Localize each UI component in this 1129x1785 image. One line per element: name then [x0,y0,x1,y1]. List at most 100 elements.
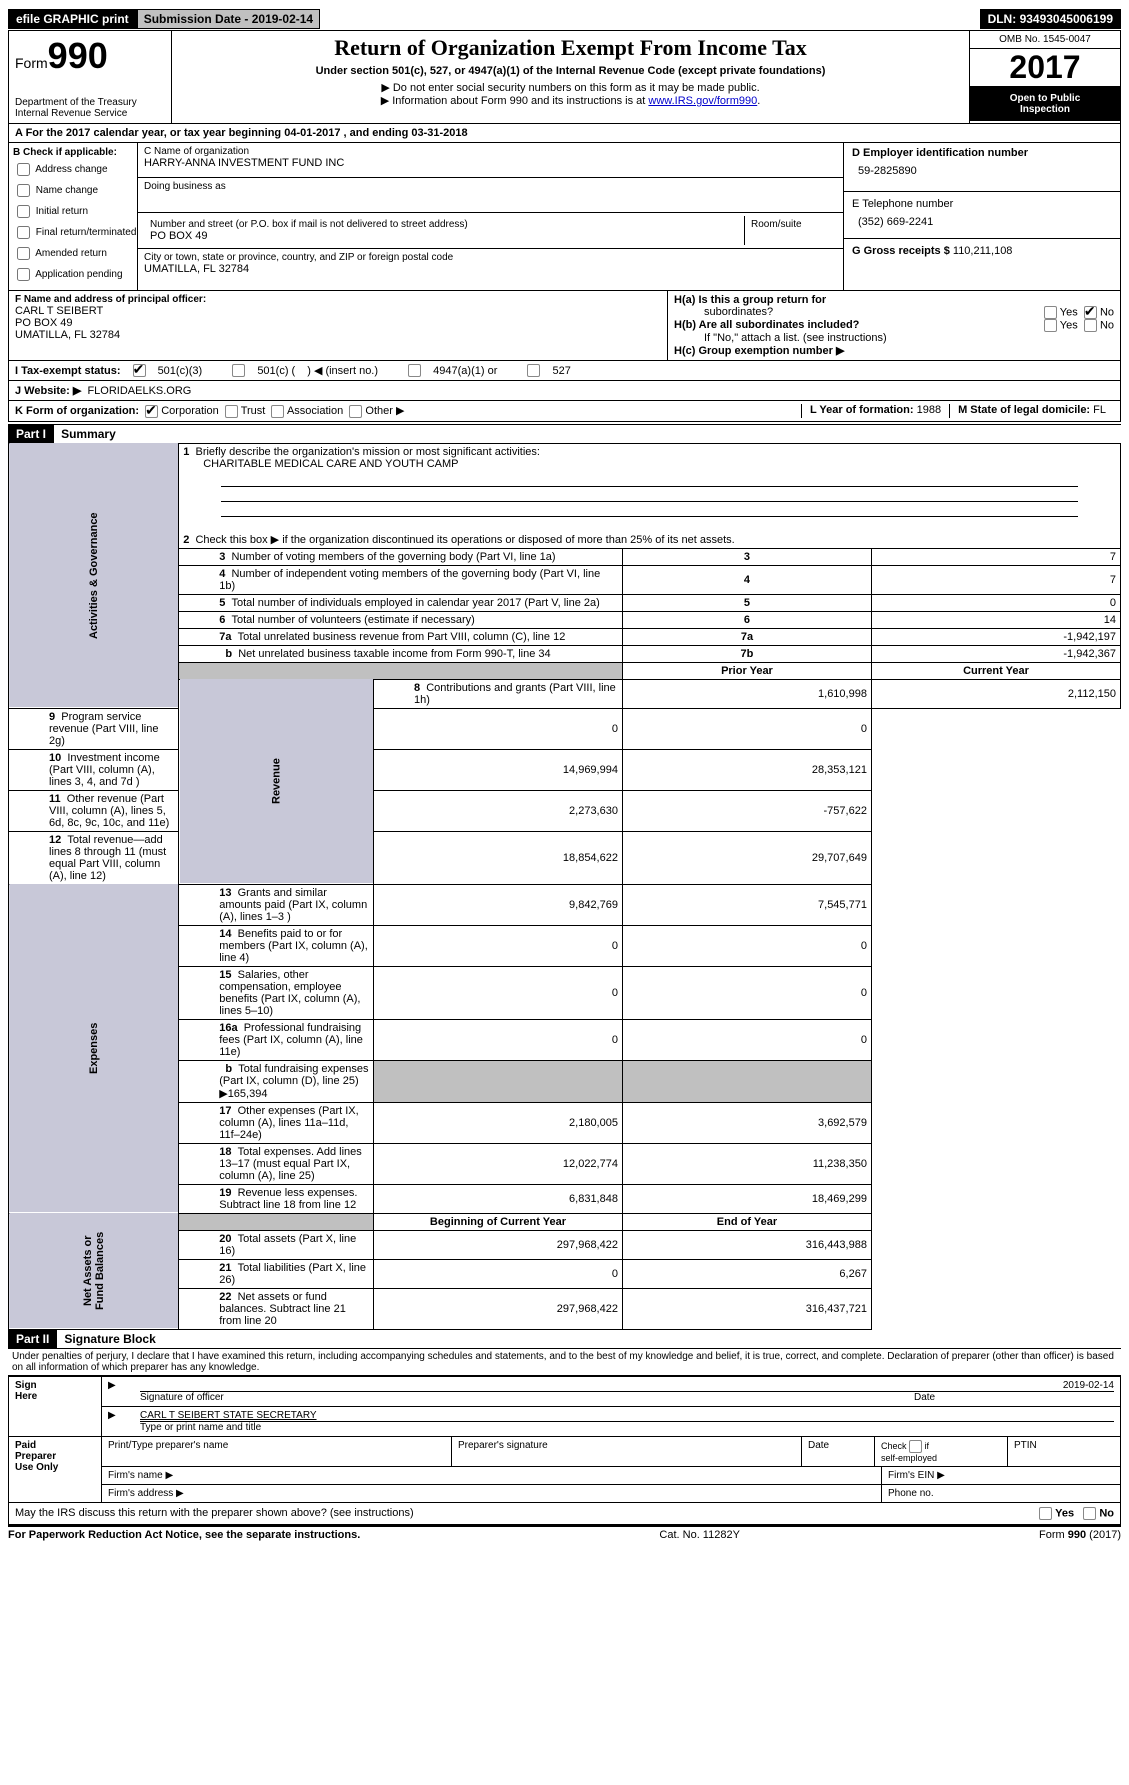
check-assoc[interactable] [271,405,284,418]
gov-4-n: 4 [622,565,871,594]
side-governance: Activities & Governance [9,443,179,708]
check-self-employed[interactable] [909,1440,922,1453]
exp-18-py: 12,022,774 [373,1143,622,1184]
paperwork-text: For Paperwork Reduction Act Notice, see … [8,1529,360,1541]
lbl-trust: Trust [241,405,266,417]
ha-no: No [1100,306,1114,318]
check-4947[interactable] [408,364,421,377]
exp-18-label: Total expenses. Add lines 13–17 (must eq… [219,1146,362,1182]
rev-10-label: Investment income (Part VIII, column (A)… [49,752,160,788]
submission-label: Submission Date - [144,12,252,26]
officer-addr2: UMATILLA, FL 32784 [15,329,661,341]
exp-16a-cy: 0 [622,1019,871,1060]
discuss-no: No [1099,1507,1114,1519]
exp-14-label: Benefits paid to or for members (Part IX… [219,928,368,964]
exp-19-cy: 18,469,299 [622,1184,871,1213]
rev-9-py: 0 [373,708,622,749]
prep-sig-label: Preparer's signature [452,1437,802,1466]
exp-15-label: Salaries, other compensation, employee b… [219,969,360,1017]
lbl-4947: 4947(a)(1) or [433,365,497,377]
lbl-pending: Application pending [35,269,122,280]
ha-yes: Yes [1060,306,1078,318]
name-title-label: Type or print name and title [140,1422,1114,1433]
ha-no-check[interactable] [1084,306,1097,319]
gov-7b-n: 7b [622,645,871,662]
note-link: ▶ Information about Form 990 and its ins… [178,94,963,107]
gov-7a-label: Total unrelated business revenue from Pa… [238,631,566,643]
rev-12-py: 18,854,622 [373,831,622,884]
box-c: C Name of organization HARRY-ANNA INVEST… [138,143,844,290]
check-corp[interactable] [145,405,158,418]
irs-link[interactable]: www.IRS.gov/form990 [648,95,757,107]
hb-no-check[interactable] [1084,319,1097,332]
discuss-yes-check[interactable] [1039,1507,1052,1520]
street-value: PO BOX 49 [150,230,738,242]
check-address-change[interactable] [17,163,30,176]
ha-yes-check[interactable] [1044,306,1057,319]
rev-12-label: Total revenue—add lines 8 through 11 (mu… [49,834,166,882]
check-name-change[interactable] [17,184,30,197]
lbl-name-change: Name change [36,185,98,196]
note-ssn: ▶ Do not enter social security numbers o… [178,81,963,94]
lbl-501c-after: ) ◀ (insert no.) [307,364,378,377]
inspection-badge: Open to Public Inspection [970,87,1120,121]
form-number: Form990 [15,35,165,77]
paid-preparer-label: Paid Preparer Use Only [9,1436,102,1502]
section-a-prefix: A For the 2017 calendar year, or tax yea… [15,127,284,139]
officer-label: F Name and address of principal officer: [15,294,206,305]
net-21-label: Total liabilities (Part X, line 26) [219,1262,366,1286]
phone-label: E Telephone number [852,198,1112,210]
check-initial[interactable] [17,205,30,218]
gross-receipts: G Gross receipts $ 110,211,108 [852,245,1112,257]
rev-11-py: 2,273,630 [373,790,622,831]
check-final[interactable] [17,226,30,239]
hc-label: H(c) Group exemption number ▶ [674,345,844,357]
check-trust[interactable] [225,405,238,418]
check-amended[interactable] [17,247,30,260]
gov-4-v: 7 [871,565,1120,594]
head-current-year: Current Year [963,665,1029,677]
note-ssn-text: Do not enter social security numbers on … [393,82,760,94]
prep-date-label: Date [802,1437,875,1466]
box-b-label: B Check if applicable: [13,147,117,158]
form-header: Form990 Department of the Treasury Inter… [8,30,1121,124]
hb-note: If "No," attach a list. (see instruction… [674,332,1114,344]
gov-7b-v: -1,942,367 [871,645,1120,662]
part2-title: Signature Block [60,1332,155,1346]
inspection-line1: Open to Public [974,93,1116,104]
exp-17-py: 2,180,005 [373,1102,622,1143]
hb-yes-check[interactable] [1044,319,1057,332]
note-link-prefix: Information about Form 990 and its instr… [392,95,648,107]
check-501c[interactable] [232,364,245,377]
check-527[interactable] [527,364,540,377]
discuss-text: May the IRS discuss this return with the… [15,1507,414,1520]
check-501c3[interactable] [133,364,146,377]
org-form-label: K Form of organization: [15,405,139,417]
rev-8-py: 1,610,998 [622,679,871,708]
line2-text: Check this box ▶ if the organization dis… [195,534,734,546]
side-revenue: Revenue [179,679,374,884]
prep-name-label: Print/Type preparer's name [102,1437,452,1466]
year-formation: 1988 [917,404,941,416]
exp-16b-label: Total fundraising expenses (Part IX, col… [219,1063,368,1100]
gov-6-n: 6 [622,611,871,628]
rev-8-label: Contributions and grants (Part VIII, lin… [414,682,616,706]
check-pending[interactable] [17,268,30,281]
exp-13-py: 9,842,769 [373,884,622,925]
website-value: FLORIDAELKS.ORG [87,385,191,397]
sign-here-label: Sign Here [9,1376,102,1436]
exp-18-cy: 11,238,350 [622,1143,871,1184]
submission-date: Submission Date - 2019-02-14 [137,9,320,29]
check-other[interactable] [349,405,362,418]
lbl-amended: Amended return [35,248,107,259]
hb-no: No [1100,319,1114,331]
gov-5-n: 5 [622,594,871,611]
box-f: F Name and address of principal officer:… [9,291,668,360]
lbl-corp: Corporation [161,405,218,417]
exp-14-cy: 0 [622,925,871,966]
lbl-assoc: Association [287,405,343,417]
rev-9-cy: 0 [622,708,871,749]
mission-label: Briefly describe the organization's miss… [195,446,539,458]
firm-addr-label: Firm's address ▶ [102,1485,882,1502]
discuss-no-check[interactable] [1083,1507,1096,1520]
